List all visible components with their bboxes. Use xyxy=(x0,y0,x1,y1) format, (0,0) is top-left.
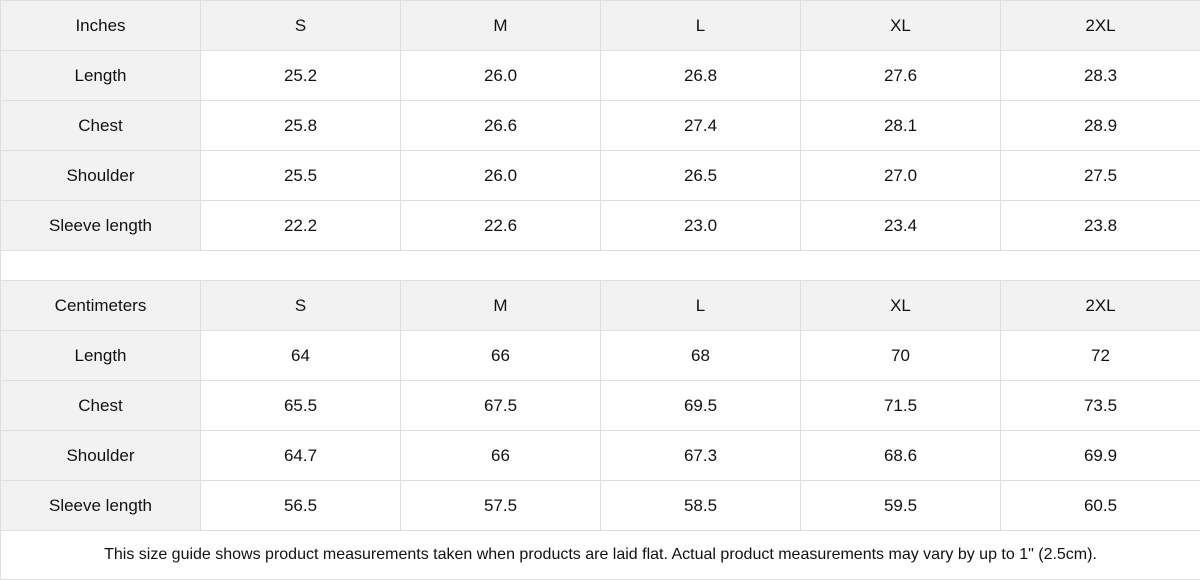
measurement-cell: 65.5 xyxy=(200,380,401,431)
table-row: Length 64 66 68 70 72 xyxy=(0,330,1200,381)
table-row: Chest 25.8 26.6 27.4 28.1 28.9 xyxy=(0,100,1200,151)
measurement-cell: 59.5 xyxy=(800,480,1001,531)
measurement-cell: 28.1 xyxy=(800,100,1001,151)
table-row: Sleeve length 56.5 57.5 58.5 59.5 60.5 xyxy=(0,480,1200,531)
measurement-cell: 69.9 xyxy=(1000,430,1200,481)
measurement-cell: 26.8 xyxy=(600,50,801,101)
row-label: Chest xyxy=(0,100,201,151)
spacer-cell xyxy=(0,250,1200,281)
measurement-cell: 67.5 xyxy=(400,380,601,431)
measurement-cell: 72 xyxy=(1000,330,1200,381)
measurement-cell: 26.5 xyxy=(600,150,801,201)
measurement-cell: 66 xyxy=(400,430,601,481)
measurement-cell: 70 xyxy=(800,330,1001,381)
row-label: Length xyxy=(0,330,201,381)
measurement-cell: 66 xyxy=(400,330,601,381)
size-header: 2XL xyxy=(1000,0,1200,51)
measurement-cell: 67.3 xyxy=(600,430,801,481)
size-header: M xyxy=(400,0,601,51)
size-header: XL xyxy=(800,280,1001,331)
measurement-cell: 22.2 xyxy=(200,200,401,251)
size-header: S xyxy=(200,280,401,331)
measurement-cell: 26.0 xyxy=(400,150,601,201)
measurement-cell: 58.5 xyxy=(600,480,801,531)
measurement-cell: 68.6 xyxy=(800,430,1001,481)
measurement-cell: 25.5 xyxy=(200,150,401,201)
measurement-cell: 23.4 xyxy=(800,200,1001,251)
measurement-cell: 57.5 xyxy=(400,480,601,531)
table-row: Length 25.2 26.0 26.8 27.6 28.3 xyxy=(0,50,1200,101)
table-row: Shoulder 64.7 66 67.3 68.6 69.9 xyxy=(0,430,1200,481)
size-header: M xyxy=(400,280,601,331)
measurement-cell: 28.9 xyxy=(1000,100,1200,151)
row-label: Sleeve length xyxy=(0,200,201,251)
measurement-cell: 28.3 xyxy=(1000,50,1200,101)
size-header: XL xyxy=(800,0,1001,51)
measurement-cell: 27.0 xyxy=(800,150,1001,201)
row-label: Sleeve length xyxy=(0,480,201,531)
measurement-cell: 25.2 xyxy=(200,50,401,101)
note-row: This size guide shows product measuremen… xyxy=(0,530,1200,580)
size-header: 2XL xyxy=(1000,280,1200,331)
measurement-cell: 27.4 xyxy=(600,100,801,151)
unit-header: Centimeters xyxy=(0,280,201,331)
measurement-cell: 64 xyxy=(200,330,401,381)
row-label: Shoulder xyxy=(0,430,201,481)
measurement-cell: 60.5 xyxy=(1000,480,1200,531)
measurement-cell: 68 xyxy=(600,330,801,381)
measurement-cell: 23.8 xyxy=(1000,200,1200,251)
measurement-cell: 26.6 xyxy=(400,100,601,151)
row-label: Shoulder xyxy=(0,150,201,201)
size-header: S xyxy=(200,0,401,51)
size-header: L xyxy=(600,0,801,51)
measurement-cell: 73.5 xyxy=(1000,380,1200,431)
table-spacer xyxy=(0,250,1200,281)
measurement-cell: 23.0 xyxy=(600,200,801,251)
measurement-cell: 27.5 xyxy=(1000,150,1200,201)
row-label: Chest xyxy=(0,380,201,431)
measurement-cell: 25.8 xyxy=(200,100,401,151)
size-header: L xyxy=(600,280,801,331)
measurement-cell: 64.7 xyxy=(200,430,401,481)
table-row: Sleeve length 22.2 22.6 23.0 23.4 23.8 xyxy=(0,200,1200,251)
header-row: Centimeters S M L XL 2XL xyxy=(0,280,1200,331)
measurement-cell: 71.5 xyxy=(800,380,1001,431)
measurement-cell: 69.5 xyxy=(600,380,801,431)
table-row: Chest 65.5 67.5 69.5 71.5 73.5 xyxy=(0,380,1200,431)
measurement-cell: 26.0 xyxy=(400,50,601,101)
table-row: Shoulder 25.5 26.0 26.5 27.0 27.5 xyxy=(0,150,1200,201)
header-row: Inches S M L XL 2XL xyxy=(0,0,1200,51)
unit-header: Inches xyxy=(0,0,201,51)
measurement-cell: 56.5 xyxy=(200,480,401,531)
size-guide-note: This size guide shows product measuremen… xyxy=(0,530,1200,580)
row-label: Length xyxy=(0,50,201,101)
measurement-cell: 22.6 xyxy=(400,200,601,251)
measurement-cell: 27.6 xyxy=(800,50,1001,101)
